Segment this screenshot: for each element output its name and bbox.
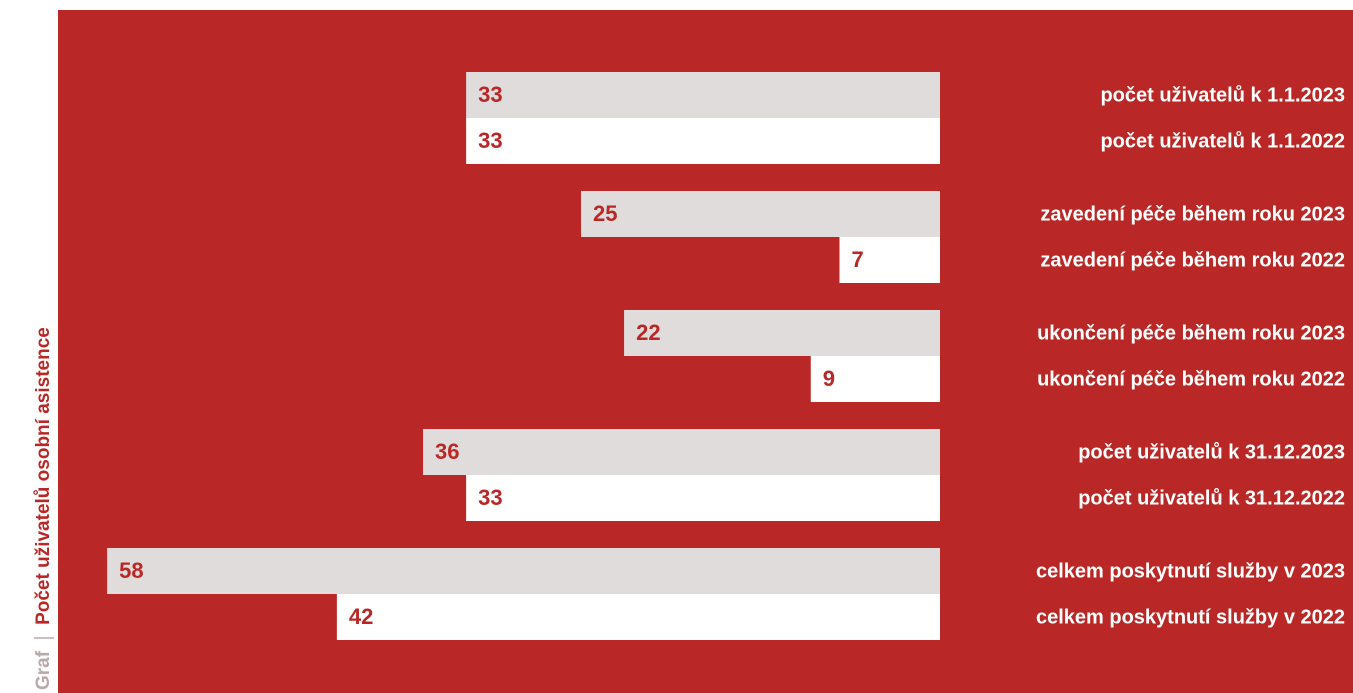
bar	[466, 475, 940, 521]
bar	[466, 118, 940, 164]
bar	[810, 356, 940, 402]
category-label: ukončení péče během roku 2023	[1037, 322, 1345, 344]
side-caption: Graf Počet uživatelů osobní asistence	[33, 327, 54, 690]
bar	[581, 191, 940, 237]
category-label: celkem poskytnutí služby v 2022	[1036, 606, 1345, 628]
value-label: 33	[478, 128, 502, 153]
value-label: 33	[478, 485, 502, 510]
bar	[107, 548, 941, 594]
bar	[466, 72, 940, 118]
bar	[624, 310, 940, 356]
category-label: celkem poskytnutí služby v 2023	[1036, 560, 1345, 582]
value-label: 42	[349, 604, 373, 629]
value-label: 36	[435, 439, 459, 464]
category-label: ukončení péče během roku 2022	[1037, 368, 1345, 390]
value-label: 33	[478, 82, 502, 107]
bar	[839, 237, 940, 283]
caption: Graf Počet uživatelů osobní asistence	[33, 327, 54, 690]
bar	[336, 594, 940, 640]
caption-label: Graf	[33, 650, 54, 690]
chart-title: Počet uživatelů osobní asistence	[33, 327, 54, 625]
category-label: počet uživatelů k 31.12.2023	[1078, 441, 1345, 463]
value-label: 22	[636, 320, 660, 345]
category-label: počet uživatelů k 1.1.2023	[1100, 84, 1345, 106]
category-label: zavedení péče během roku 2022	[1040, 249, 1345, 271]
bar	[423, 429, 940, 475]
category-label: počet uživatelů k 1.1.2022	[1100, 130, 1345, 152]
category-label: zavedení péče během roku 2023	[1040, 203, 1345, 225]
value-label: 7	[851, 247, 863, 272]
category-label: počet uživatelů k 31.12.2022	[1078, 487, 1345, 509]
value-label: 58	[119, 558, 143, 583]
value-label: 25	[593, 201, 617, 226]
value-label: 9	[823, 366, 835, 391]
